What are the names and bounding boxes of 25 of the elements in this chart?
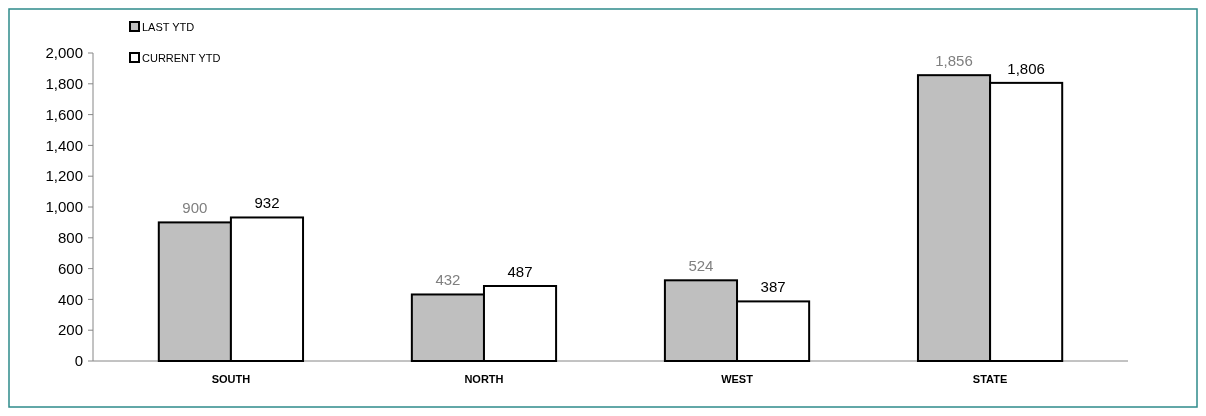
y-tick-label: 200 [57,321,83,339]
y-tick-label: 1,400 [45,136,83,154]
data-label: 524 [688,257,714,275]
y-tick-label: 1,200 [45,167,83,185]
y-tick-label: 0 [74,352,83,370]
x-tick-label: STATE [972,373,1008,385]
data-label: 900 [182,199,208,217]
data-label: 432 [435,271,461,289]
x-tick-label: NORTH [464,373,504,385]
data-label: 487 [507,263,533,280]
y-tick-label: 1,800 [45,75,83,93]
data-label: 1,806 [1007,59,1045,77]
data-label: 932 [254,194,280,212]
legend-label: CURRENT YTD [142,51,221,64]
y-tick-label: 400 [57,290,83,308]
y-tick-label: 1,600 [45,105,83,123]
legend-label: LAST YTD [142,20,195,33]
y-tick-label: 2,000 [45,44,83,62]
data-label: 387 [760,278,786,296]
x-tick-label: SOUTH [211,373,251,385]
y-tick-label: 800 [57,229,83,247]
x-tick-label: WEST [721,373,754,385]
data-label: 1,856 [935,52,973,70]
y-tick-label: 1,000 [45,198,83,216]
y-tick-label: 600 [57,259,83,277]
